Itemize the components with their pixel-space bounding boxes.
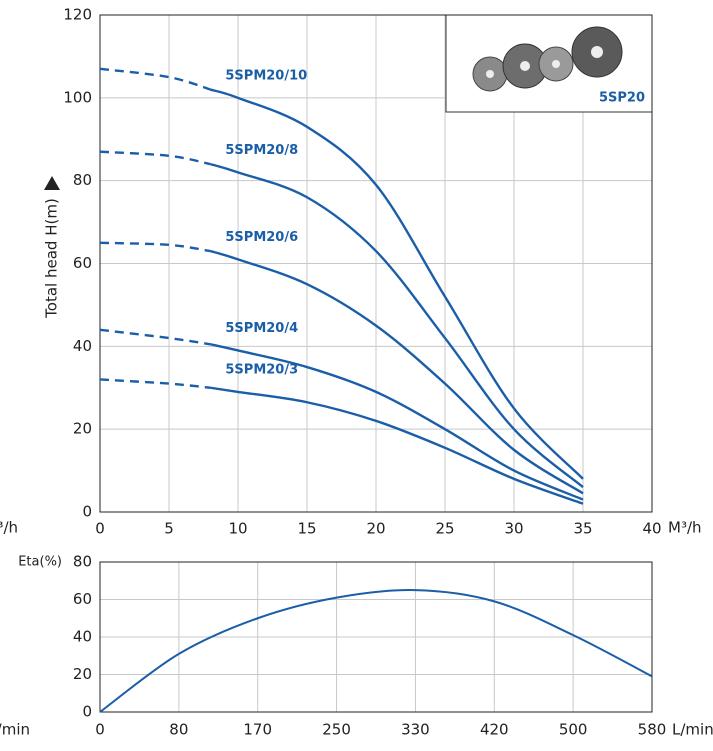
x-tick-label: 170 bbox=[243, 721, 272, 739]
y-tick-label: 40 bbox=[73, 628, 92, 646]
y-tick-label: 40 bbox=[73, 337, 92, 355]
x-axis-label: L/min bbox=[0, 721, 30, 739]
y-axis-label: Eta(%) bbox=[18, 555, 62, 570]
x-axis-label: M³/h bbox=[0, 519, 18, 537]
series-line bbox=[210, 88, 584, 480]
series-line bbox=[210, 343, 584, 501]
y-tick-label: 80 bbox=[73, 171, 92, 189]
x-axis-label: M³/h bbox=[668, 519, 702, 537]
series-line bbox=[210, 162, 584, 489]
y-tick-label: 0 bbox=[82, 503, 92, 521]
x-tick-label: 10 bbox=[228, 520, 247, 538]
series-line bbox=[99, 67, 211, 91]
series-line bbox=[99, 150, 211, 166]
x-tick-label: 330 bbox=[401, 721, 430, 739]
axis-arrow bbox=[44, 176, 60, 190]
x-tick-label: 0 bbox=[95, 520, 105, 538]
x-tick-label: 20 bbox=[366, 520, 385, 538]
series-line bbox=[210, 249, 584, 495]
x-tick-label: 500 bbox=[559, 721, 588, 739]
series-line bbox=[210, 386, 584, 505]
x-tick-label: 0 bbox=[95, 721, 105, 739]
x-tick-label: 250 bbox=[322, 721, 351, 739]
y-tick-label: 80 bbox=[73, 553, 92, 571]
inset-label: 5SP20 bbox=[599, 91, 645, 106]
x-tick-label: 580 bbox=[638, 721, 667, 739]
series-line bbox=[99, 241, 211, 253]
plot-area bbox=[99, 14, 653, 513]
series-line bbox=[99, 378, 211, 389]
x-tick-label: 30 bbox=[504, 520, 523, 538]
x-axis-label: L/min bbox=[672, 721, 713, 739]
y-tick-label: 100 bbox=[63, 88, 92, 106]
series-line bbox=[99, 328, 211, 346]
plot-area bbox=[99, 561, 653, 713]
x-tick-label: 420 bbox=[480, 721, 509, 739]
y-tick-label: 60 bbox=[73, 590, 92, 608]
series-label: 5SPM20/6 bbox=[225, 230, 298, 245]
y-axis-label: Total head H(m) bbox=[43, 198, 61, 319]
x-tick-label: 5 bbox=[164, 520, 174, 538]
y-tick-label: 0 bbox=[82, 703, 92, 721]
y-tick-label: 20 bbox=[73, 420, 92, 438]
series-label: 5SPM20/4 bbox=[225, 321, 298, 336]
x-tick-label: 35 bbox=[573, 520, 592, 538]
series-label: 5SPM20/10 bbox=[225, 68, 307, 83]
x-tick-label: 25 bbox=[435, 520, 454, 538]
x-tick-label: 15 bbox=[297, 520, 316, 538]
series-label: 5SPM20/8 bbox=[225, 143, 298, 158]
series-label: 5SPM20/3 bbox=[225, 362, 298, 377]
y-tick-label: 60 bbox=[73, 254, 92, 272]
series-line bbox=[99, 589, 653, 713]
x-tick-label: 40 bbox=[642, 520, 661, 538]
y-tick-label: 20 bbox=[73, 665, 92, 683]
y-tick-label: 120 bbox=[63, 6, 92, 24]
inset-image bbox=[472, 26, 623, 92]
x-tick-label: 80 bbox=[169, 721, 188, 739]
